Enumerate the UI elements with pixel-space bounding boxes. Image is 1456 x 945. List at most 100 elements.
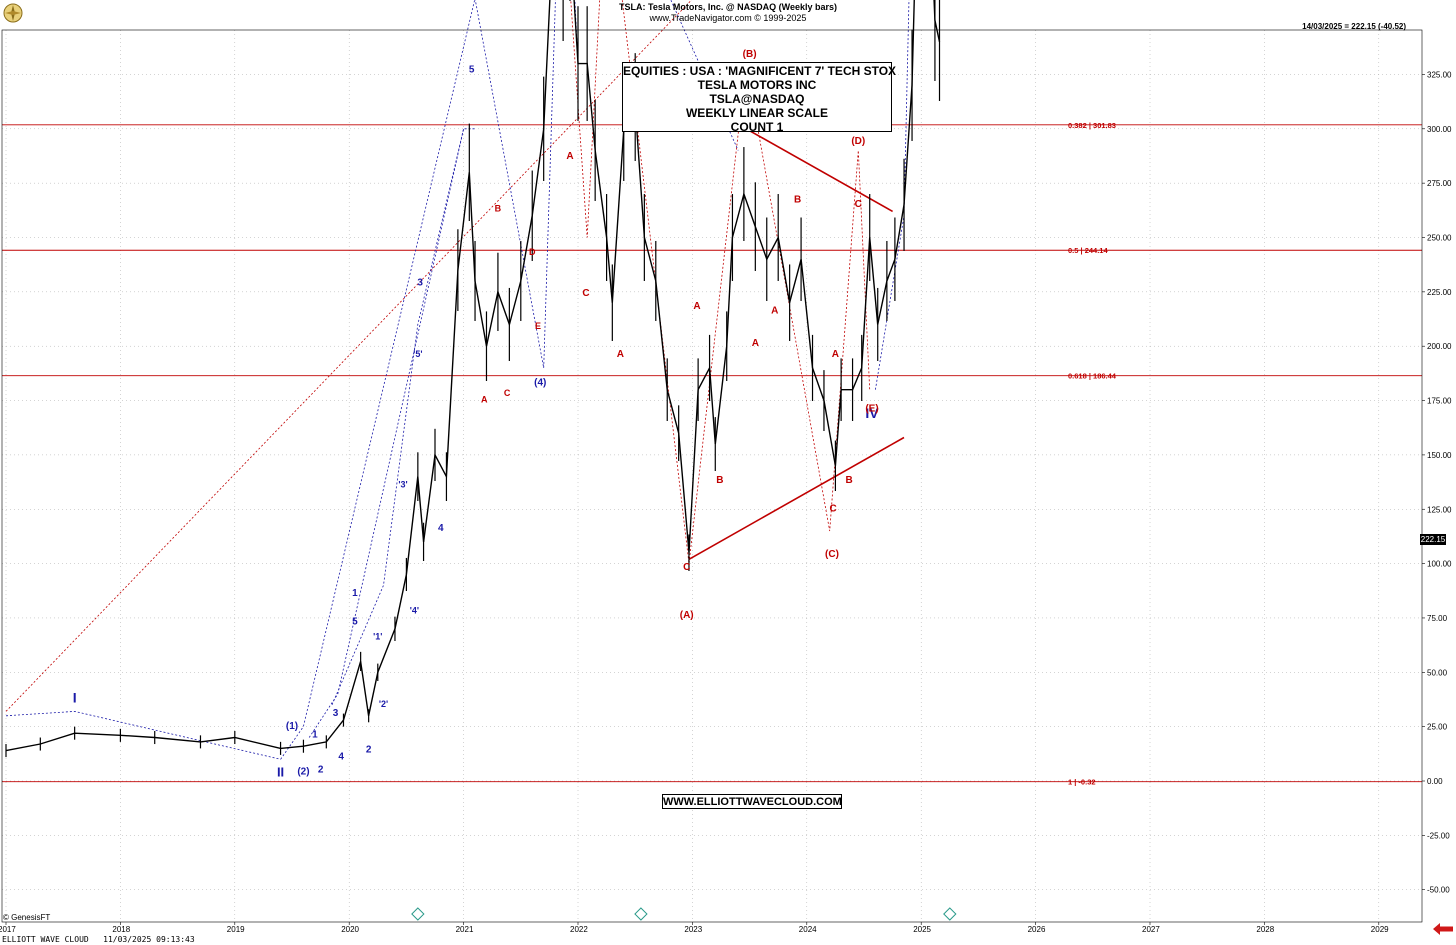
wave-label: '3' — [398, 480, 407, 490]
channel-line — [5, 0, 693, 712]
teal-marker-icon — [634, 907, 648, 921]
wave-label: A — [771, 306, 778, 317]
wave-label: B — [495, 203, 502, 213]
wave-label: (B) — [743, 49, 757, 60]
y-tick-label: 100.00 — [1427, 560, 1452, 569]
info-line-5: COUNT 1 — [730, 120, 784, 134]
wave-label: (4) — [534, 377, 546, 388]
y-tick-label: 200.00 — [1427, 342, 1452, 351]
fib-level-label: 0.5 | 244.14 — [1068, 246, 1108, 255]
x-tick-label: 2029 — [1371, 925, 1389, 934]
info-line-2: TESLA MOTORS INC — [697, 78, 817, 92]
data-credit: © GenesisFT — [3, 913, 51, 922]
wave-label: C — [504, 388, 511, 398]
info-line-4: WEEKLY LINEAR SCALE — [685, 106, 829, 120]
wave-label: (A) — [680, 610, 694, 621]
wave-label: '1' — [373, 632, 382, 642]
wave-label: 3 — [333, 708, 339, 719]
info-line-3: TSLA@NASDAQ — [709, 92, 805, 106]
y-tick-label: 225.00 — [1427, 288, 1452, 297]
blue-wave-path — [280, 0, 545, 760]
teal-marker-icon — [411, 907, 425, 921]
wave-label: (1) — [286, 721, 298, 732]
wave-label: B — [794, 195, 801, 206]
fib-level-label: 1 | -0.32 — [1068, 778, 1096, 787]
wave-label: E — [535, 321, 541, 331]
info-line-1: EQUITIES : USA : 'MAGNIFICENT 7' TECH ST… — [623, 64, 897, 78]
x-tick-label: 2022 — [570, 925, 588, 934]
x-tick-label: 2018 — [112, 925, 130, 934]
wave-label: IV — [865, 405, 879, 421]
y-tick-label: 150.00 — [1427, 451, 1452, 460]
x-tick-label: 2025 — [913, 925, 931, 934]
blue-wave-path — [331, 128, 464, 706]
x-tick-label: 2024 — [799, 925, 817, 934]
wave-labels: IIIIIIIVV(1)(2)(3)(4)(5)1234152345'1''2'… — [73, 49, 880, 780]
x-tick-label: 2019 — [227, 925, 245, 934]
wave-label: '5' — [413, 349, 422, 359]
last-quote: 14/03/2025 = 222.15 (-40.52) — [1302, 22, 1406, 31]
wave-label: '2' — [379, 699, 388, 709]
wave-label: D — [529, 247, 536, 257]
blue-wave-path — [5, 710, 281, 760]
wave-label: A — [566, 151, 573, 162]
y-tick-label: 50.00 — [1427, 668, 1448, 677]
wave-label: (D) — [851, 136, 865, 147]
x-tick-label: 2017 — [0, 925, 16, 934]
wave-label: 1 — [352, 588, 358, 599]
wave-label: I — [73, 690, 77, 706]
teal-marker-icon — [943, 907, 957, 921]
plot-frame — [1, 29, 1423, 923]
last-price-tag: 222.15 — [1420, 534, 1446, 545]
wave-label: A — [832, 349, 839, 360]
blue-wave-path — [875, 0, 910, 390]
y-tick-label: 25.00 — [1427, 723, 1448, 732]
wave-label: 4 — [338, 751, 344, 762]
wave-label: C — [829, 503, 836, 514]
wave-label: A — [481, 395, 488, 405]
chart-title: TSLA: Tesla Motors, Inc. @ NASDAQ (Weekl… — [619, 2, 837, 12]
info-box: EQUITIES : USA : 'MAGNIFICENT 7' TECH ST… — [622, 62, 897, 134]
website-label: WWW.ELLIOTTWAVECLOUD.COM — [662, 794, 842, 809]
y-tick-label: 125.00 — [1427, 505, 1452, 514]
y-tick-label: 250.00 — [1427, 234, 1452, 243]
x-tick-label: 2020 — [341, 925, 359, 934]
y-tick-label: 175.00 — [1427, 397, 1452, 406]
x-tick-label: 2021 — [456, 925, 474, 934]
y-tick-label: 325.00 — [1427, 70, 1452, 79]
y-tick-label: 275.00 — [1427, 179, 1452, 188]
wave-label: B — [716, 475, 723, 486]
chart-subtitle: www.TradeNavigator.com © 1999-2025 — [649, 13, 807, 23]
y-tick-label: 75.00 — [1427, 614, 1448, 623]
wave-label: 5 — [469, 64, 475, 75]
wave-label: C — [855, 199, 862, 210]
x-tick-label: 2023 — [684, 925, 702, 934]
blue-wave-path — [543, 0, 579, 368]
y-tick-label: -25.00 — [1427, 831, 1450, 840]
x-tick-label: 2026 — [1028, 925, 1046, 934]
blue-wave-path — [308, 128, 475, 738]
wave-label: (C) — [825, 549, 839, 560]
scroll-left-arrow-icon[interactable] — [1432, 922, 1454, 936]
fib-level-label: 0.382 | 301.83 — [1068, 121, 1116, 130]
wave-label: B — [846, 475, 853, 486]
x-tick-label: 2028 — [1256, 925, 1274, 934]
wave-label: 5 — [352, 616, 358, 627]
y-tick-label: 300.00 — [1427, 125, 1452, 134]
wave-label: C — [683, 562, 690, 573]
footer-text: ELLIOTT WAVE CLOUD 11/03/2025 09:13:43 — [2, 935, 195, 944]
wave-label: (2) — [297, 766, 309, 777]
wave-label: 1 — [312, 730, 318, 741]
wave-label: 4 — [438, 523, 444, 534]
wave-label: 2 — [366, 745, 372, 756]
y-tick-label: -50.00 — [1427, 886, 1450, 895]
channel-line — [745, 128, 893, 213]
trade-navigator-logo-icon — [3, 3, 23, 23]
wave-label: C — [582, 288, 589, 299]
wave-label: A — [752, 338, 759, 349]
axes: 325.00300.00275.00250.00225.00200.00175.… — [0, 29, 1452, 934]
wave-label: (E) — [865, 403, 878, 414]
fib-level-label: 0.618 | 186.44 — [1068, 372, 1117, 381]
y-tick-label: 0.00 — [1427, 777, 1443, 786]
